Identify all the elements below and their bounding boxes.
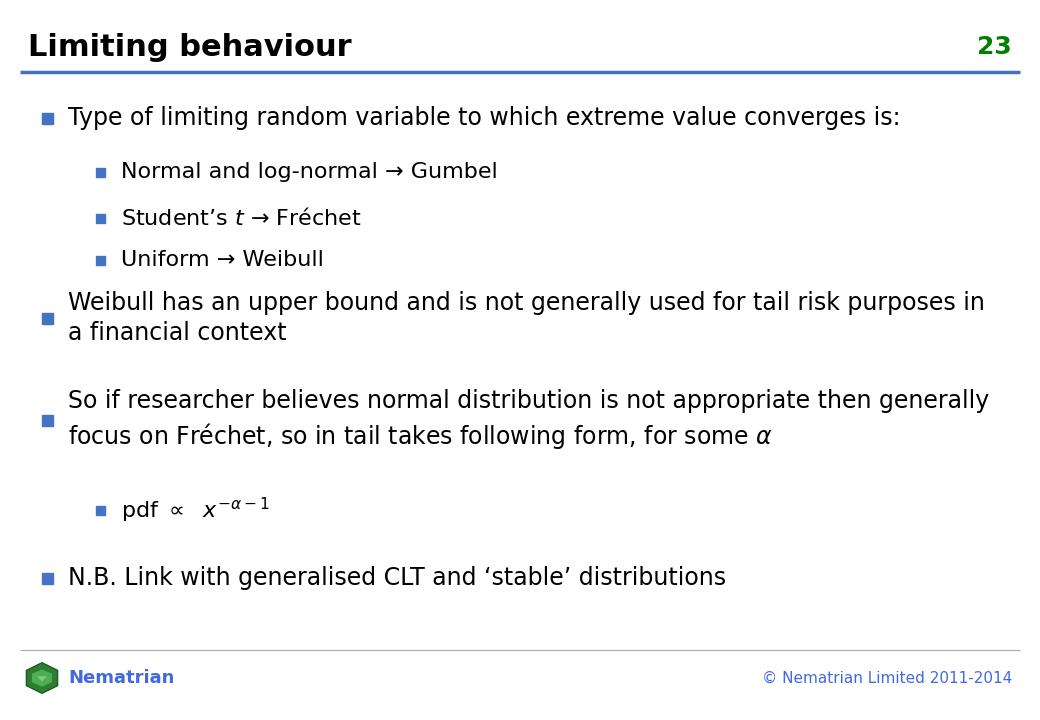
- Text: pdf $\propto$  $x^{-\alpha-1}$: pdf $\propto$ $x^{-\alpha-1}$: [121, 495, 269, 525]
- Bar: [96, 168, 104, 176]
- Bar: [96, 256, 104, 264]
- Polygon shape: [36, 676, 48, 683]
- Text: 23: 23: [978, 35, 1012, 59]
- Bar: [96, 214, 104, 222]
- Text: N.B. Link with generalised CLT and ‘stable’ distributions: N.B. Link with generalised CLT and ‘stab…: [68, 566, 726, 590]
- Text: Normal and log-normal → Gumbel: Normal and log-normal → Gumbel: [121, 162, 498, 182]
- Bar: [42, 572, 52, 583]
- Text: So if researcher believes normal distribution is not appropriate then generally
: So if researcher believes normal distrib…: [68, 389, 989, 451]
- Text: Nematrian: Nematrian: [68, 669, 175, 687]
- Text: Type of limiting random variable to which extreme value converges is:: Type of limiting random variable to whic…: [68, 106, 901, 130]
- Text: © Nematrian Limited 2011-2014: © Nematrian Limited 2011-2014: [761, 670, 1012, 685]
- Bar: [42, 112, 52, 124]
- Polygon shape: [26, 662, 57, 693]
- Text: Uniform → Weibull: Uniform → Weibull: [121, 250, 323, 270]
- Bar: [42, 415, 52, 426]
- Text: Weibull has an upper bound and is not generally used for tail risk purposes in
a: Weibull has an upper bound and is not ge…: [68, 291, 985, 346]
- Text: Limiting behaviour: Limiting behaviour: [28, 32, 352, 61]
- Text: Student’s $t$ → Fréchet: Student’s $t$ → Fréchet: [121, 207, 362, 229]
- Bar: [96, 505, 104, 515]
- Polygon shape: [31, 669, 52, 687]
- Bar: [42, 312, 52, 323]
